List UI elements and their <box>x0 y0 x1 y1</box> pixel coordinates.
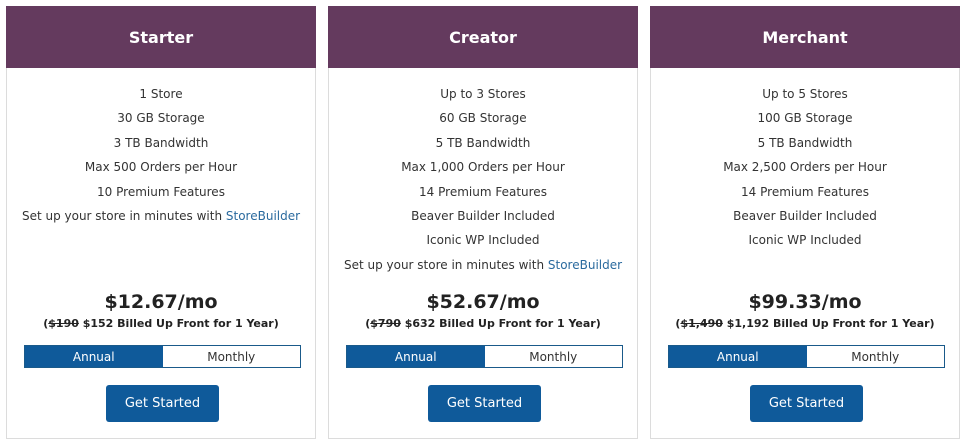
feature-item-storebuilder: Set up your store in minutes with StoreB… <box>329 253 637 277</box>
billing-open: ( <box>365 317 371 330</box>
billing-open: ( <box>43 317 49 330</box>
original-price: $190 <box>48 317 79 330</box>
feature-item: Max 500 Orders per Hour <box>84 160 238 175</box>
feature-item: 5 TB Bandwidth <box>757 135 853 150</box>
feature-list: Up to 3 Stores 60 GB Storage 5 TB Bandwi… <box>329 82 637 277</box>
plan-card-starter: Starter 1 Store 30 GB Storage 3 TB Bandw… <box>6 6 316 439</box>
feature-item: Up to 3 Stores <box>440 87 526 101</box>
billing-period-toggle: Annual Monthly <box>346 345 623 368</box>
feature-item: Up to 5 Stores <box>762 87 848 101</box>
plan-price: $99.33/mo <box>748 291 862 313</box>
billing-open: ( <box>675 317 681 330</box>
plan-title: Starter <box>6 6 316 68</box>
plan-title: Merchant <box>650 6 960 68</box>
feature-item: 100 GB Storage <box>757 111 853 126</box>
plan-card-creator: Creator Up to 3 Stores 60 GB Storage 5 T… <box>328 6 638 439</box>
feature-item: 14 Premium Features <box>419 184 547 199</box>
get-started-button[interactable]: Get Started <box>106 385 219 422</box>
feature-item: 3 TB Bandwidth <box>113 135 209 150</box>
original-price: $790 <box>370 317 401 330</box>
storebuilder-link[interactable]: StoreBuilder <box>225 209 301 224</box>
billing-text: $632 Billed Up Front for 1 Year) <box>400 317 601 330</box>
feature-item: 1 Store <box>139 87 183 101</box>
billing-note: ($1,490 $1,192 Billed Up Front for 1 Yea… <box>651 317 959 330</box>
storebuilder-text: Set up your store in minutes with <box>343 257 548 272</box>
billing-text: $1,192 Billed Up Front for 1 Year) <box>722 317 935 330</box>
billing-period-toggle: Annual Monthly <box>24 345 301 368</box>
original-price: $1,490 <box>680 317 723 330</box>
monthly-toggle-button[interactable]: Monthly <box>806 346 944 367</box>
feature-item: 14 Premium Features <box>741 184 869 199</box>
get-started-button[interactable]: Get Started <box>428 385 541 422</box>
plan-title: Creator <box>328 6 638 68</box>
feature-item: Max 1,000 Orders per Hour <box>401 160 565 175</box>
annual-toggle-button[interactable]: Annual <box>347 346 485 367</box>
feature-item: Beaver Builder Included <box>733 209 877 224</box>
storebuilder-link[interactable]: StoreBuilder <box>547 257 623 272</box>
plan-price: $52.67/mo <box>426 291 540 313</box>
feature-item: 5 TB Bandwidth <box>435 135 531 150</box>
monthly-toggle-button[interactable]: Monthly <box>484 346 622 367</box>
feature-item: Beaver Builder Included <box>411 209 555 224</box>
feature-item: 10 Premium Features <box>97 184 225 199</box>
annual-toggle-button[interactable]: Annual <box>669 346 807 367</box>
get-started-button[interactable]: Get Started <box>750 385 863 422</box>
storebuilder-text: Set up your store in minutes with <box>21 209 226 224</box>
feature-item: 60 GB Storage <box>439 111 527 126</box>
billing-note: ($790 $632 Billed Up Front for 1 Year) <box>329 317 637 330</box>
annual-toggle-button[interactable]: Annual <box>25 346 163 367</box>
feature-item: Max 2,500 Orders per Hour <box>723 160 887 175</box>
plan-card-merchant: Merchant Up to 5 Stores 100 GB Storage 5… <box>650 6 960 439</box>
feature-item-storebuilder: Set up your store in minutes with StoreB… <box>7 204 315 228</box>
billing-text: $152 Billed Up Front for 1 Year) <box>78 317 279 330</box>
plan-price: $12.67/mo <box>104 291 218 313</box>
monthly-toggle-button[interactable]: Monthly <box>162 346 300 367</box>
feature-item: Iconic WP Included <box>426 233 540 248</box>
feature-list: Up to 5 Stores 100 GB Storage 5 TB Bandw… <box>651 82 959 253</box>
billing-note: ($190 $152 Billed Up Front for 1 Year) <box>7 317 315 330</box>
billing-period-toggle: Annual Monthly <box>668 345 945 368</box>
feature-item: 30 GB Storage <box>117 111 205 126</box>
feature-list: 1 Store 30 GB Storage 3 TB Bandwidth Max… <box>7 82 315 228</box>
feature-item: Iconic WP Included <box>748 233 862 248</box>
